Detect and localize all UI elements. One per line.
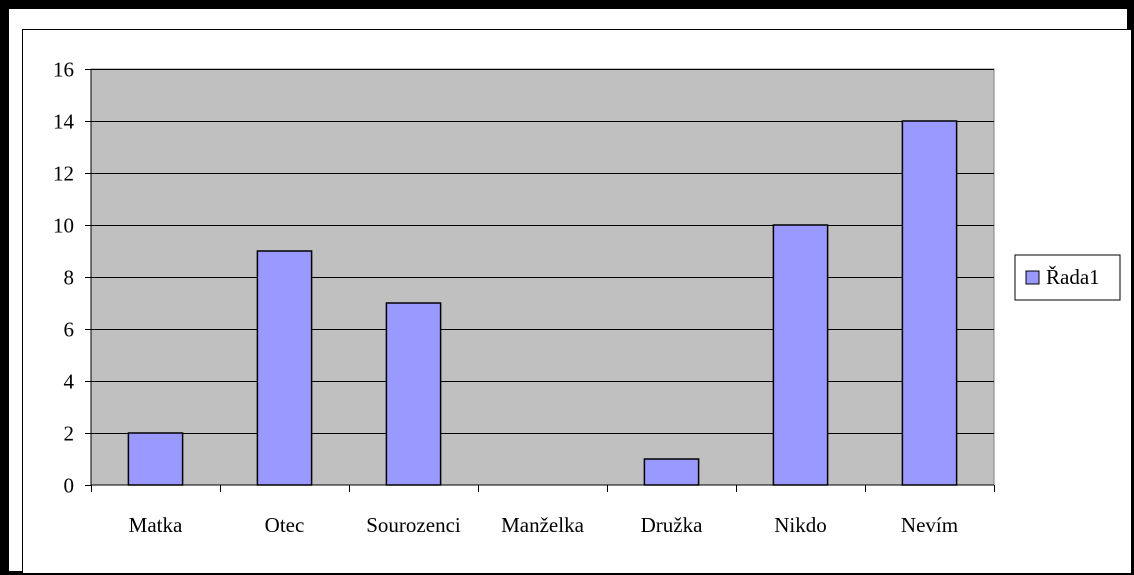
y-tick-label: 6	[64, 318, 75, 342]
bar-sourozenci	[385, 302, 442, 486]
x-tick-label: Družka	[641, 513, 703, 537]
legend-swatch	[1025, 270, 1040, 285]
legend-label: Řada1	[1046, 265, 1100, 289]
x-tick-label: Otec	[265, 513, 305, 537]
bar-otec	[256, 250, 313, 486]
y-tick-label: 12	[53, 162, 74, 186]
y-tick-label: 14	[53, 110, 75, 134]
x-tick-label: Sourozenci	[366, 513, 461, 537]
bars	[127, 120, 958, 486]
y-tick-label: 0	[64, 474, 75, 498]
bar-nevím	[901, 120, 958, 486]
x-tick-label: Matka	[129, 513, 183, 537]
y-tick-label: 2	[64, 422, 75, 446]
y-axis-ticks: 0 2 4 6 8 10 12 14 16	[53, 58, 91, 498]
x-tick-label: Manželka	[501, 513, 584, 537]
x-tick-label: Nikdo	[774, 513, 827, 537]
y-tick-label: 10	[53, 214, 74, 238]
gridlines	[91, 69, 994, 434]
y-tick-label: 16	[53, 58, 74, 82]
y-tick-label: 4	[64, 370, 75, 394]
x-axis-ticks: Matka Otec Sourozenci Manželka Družka Nikdo Ne…	[91, 485, 995, 537]
legend: Řada1	[1014, 254, 1121, 301]
bar-matka	[127, 432, 184, 486]
x-tick-label: Nevím	[901, 513, 958, 537]
y-tick-label: 8	[64, 266, 75, 290]
bar-družka	[643, 458, 700, 486]
bar-nikdo	[772, 224, 829, 486]
